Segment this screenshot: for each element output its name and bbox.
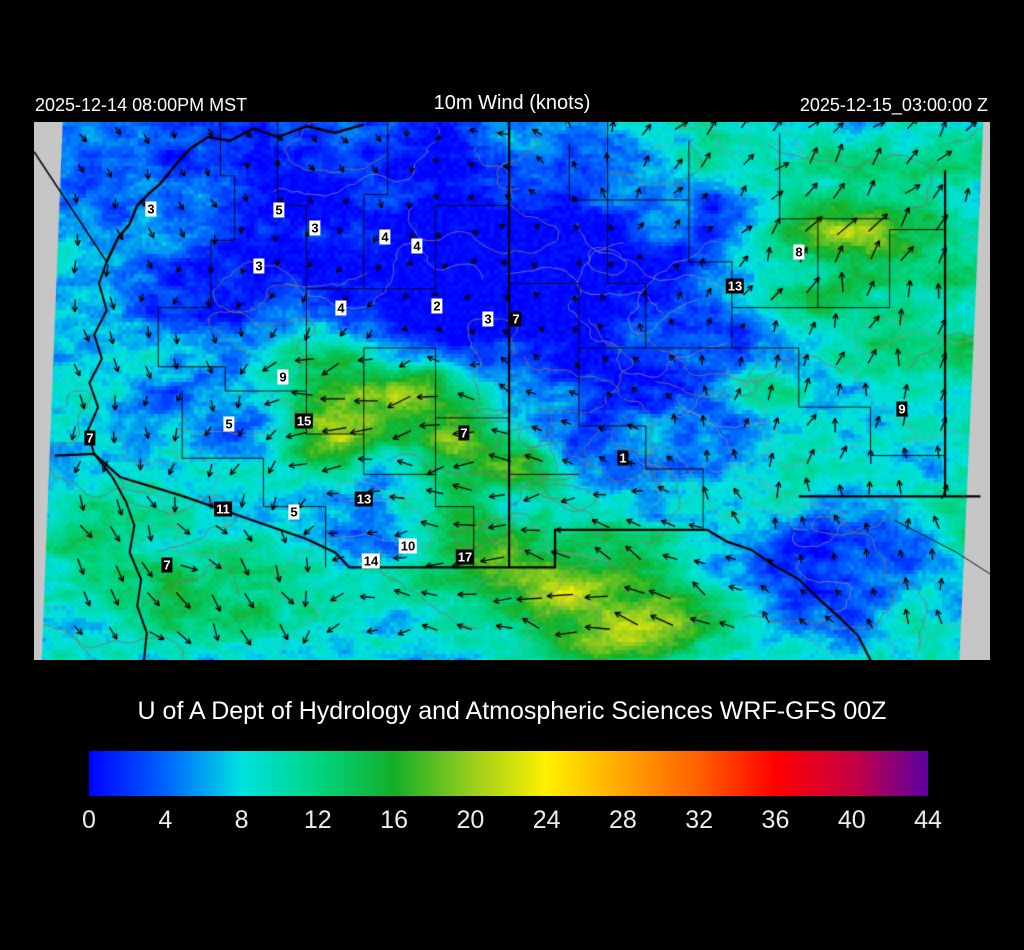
colorbar-tick-label: 12 (303, 806, 332, 834)
wind-speed-label: 9 (896, 401, 908, 417)
wind-speed-label: 3 (482, 311, 494, 327)
wind-map-panel: 3 5 3 4 4 3 8 13 4 2 3 7 9 15 5 7 7 9 1 11 5 13 10 14 17 7 (34, 122, 990, 660)
wind-speed-label: 4 (379, 229, 391, 245)
colorbar-tick-label: 20 (456, 806, 485, 834)
wind-speed-label: 8 (793, 244, 805, 260)
wind-speed-label: 7 (458, 425, 470, 441)
wind-speed-label: 4 (411, 238, 423, 254)
wind-speed-label: 2 (431, 298, 443, 314)
wind-speed-label: 7 (161, 557, 173, 573)
plot-title: 10m Wind (knots) (433, 92, 591, 114)
wind-speed-label: 7 (510, 311, 522, 327)
wind-speed-label: 7 (84, 430, 96, 446)
wind-speed-label: 5 (223, 416, 235, 432)
wind-speed-label: 1 (617, 450, 629, 466)
colorbar-tick-label: 0 (82, 806, 96, 834)
valid-time-local: 2025-12-14 08:00PM MST (35, 95, 248, 115)
wind-speed-label: 3 (145, 201, 157, 217)
wind-speed-label: 13 (354, 491, 374, 507)
colorbar-tick-label: 8 (234, 806, 249, 834)
wind-speed-label: 5 (273, 202, 285, 218)
wind-speed-label: 13 (725, 278, 745, 294)
colorbar-tick-label: 16 (380, 806, 408, 834)
colorbar-tick-label: 40 (837, 806, 866, 834)
wind-speed-colorbar (89, 751, 928, 796)
wind-speed-label: 10 (398, 538, 418, 554)
wind-speed-label: 14 (361, 553, 381, 569)
wind-speed-label: 3 (253, 258, 265, 274)
wind-field-map (34, 122, 990, 660)
wind-speed-label: 15 (294, 413, 314, 429)
colorbar-tick-label: 44 (914, 806, 942, 834)
wind-speed-label: 11 (214, 501, 232, 517)
wind-speed-label: 4 (335, 300, 347, 316)
valid-time-utc: 2025-12-15_03:00:00 Z (799, 95, 988, 115)
colorbar-tick-label: 4 (158, 806, 173, 834)
credit-line: U of A Dept of Hydrology and Atmospheric… (137, 697, 887, 725)
wind-speed-label: 3 (309, 220, 321, 236)
colorbar-tick-label: 32 (685, 806, 714, 834)
colorbar-tick-label: 36 (761, 806, 790, 834)
wind-speed-label: 9 (277, 369, 289, 385)
wind-speed-label: 17 (455, 549, 475, 565)
colorbar-tick-label: 28 (609, 806, 637, 834)
wind-speed-label: 5 (288, 504, 300, 520)
colorbar-tick-label: 24 (532, 806, 561, 834)
